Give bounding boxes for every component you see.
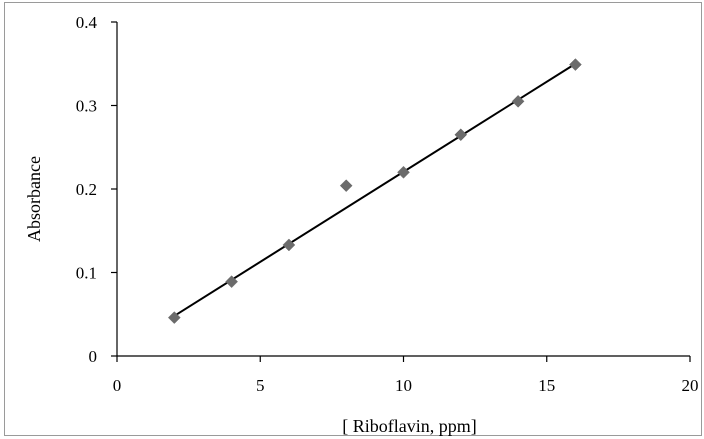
x-tick-label: 0 <box>113 376 122 395</box>
data-point <box>511 94 525 108</box>
y-tick-label: 0.1 <box>76 264 97 283</box>
data-point <box>569 58 582 71</box>
data-point <box>282 238 296 252</box>
data-point <box>454 128 468 142</box>
y-ticks: 0 0.1 0.2 0.3 0.4 <box>76 13 117 366</box>
x-tick-label: 15 <box>538 376 555 395</box>
data-point <box>339 179 353 193</box>
data-point <box>167 311 181 324</box>
x-ticks: 0 5 10 15 20 <box>113 356 699 395</box>
y-tick-label: 0.3 <box>76 97 97 116</box>
y-tick-label: 0.4 <box>76 13 98 32</box>
trendline-group <box>173 62 576 317</box>
x-tick-label: 20 <box>682 376 699 395</box>
x-axis-title: [ Riboflavin, ppm] <box>342 416 476 436</box>
x-tick-label: 10 <box>395 376 412 395</box>
data-points <box>167 58 582 324</box>
y-tick-label: 0.2 <box>76 180 97 199</box>
data-point <box>225 275 238 289</box>
trendline <box>173 62 576 317</box>
x-tick-label: 5 <box>256 376 265 395</box>
axes <box>116 22 690 357</box>
y-tick-label: 0 <box>89 347 98 366</box>
y-axis-title: Absorbance <box>24 156 44 242</box>
chart-frame <box>4 2 702 436</box>
data-point <box>397 165 410 179</box>
